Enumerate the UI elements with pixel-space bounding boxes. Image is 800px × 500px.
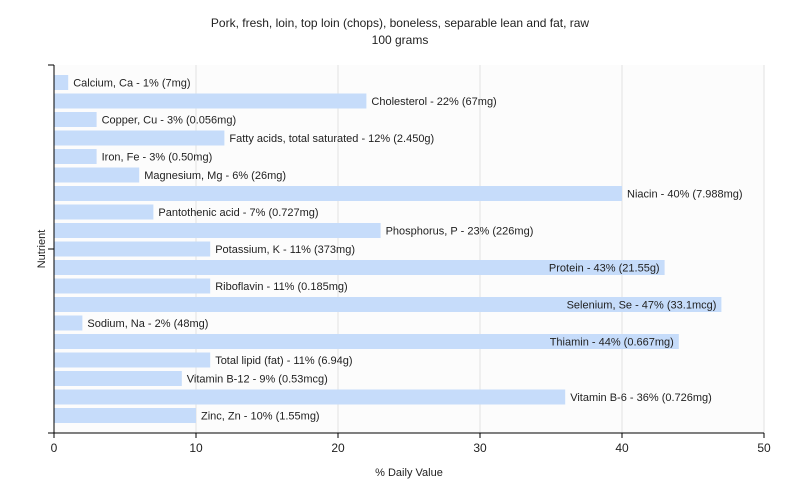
bar xyxy=(54,297,722,312)
bar xyxy=(54,167,140,183)
x-tick-label: 0 xyxy=(51,441,58,455)
bar-value-label: Total lipid (fat) - 11% (6.94g) xyxy=(215,355,352,367)
bar xyxy=(54,389,566,405)
x-tick-label: 50 xyxy=(757,441,771,455)
x-axis-title: % Daily Value xyxy=(375,467,443,479)
bars xyxy=(54,75,722,423)
chart-subtitle: 100 grams xyxy=(372,33,429,47)
bar-value-label: Thiamin - 44% (0.667mg) xyxy=(550,337,674,349)
x-tick-label: 40 xyxy=(615,441,629,455)
bar xyxy=(54,75,69,90)
bar xyxy=(54,204,154,220)
bar xyxy=(54,371,182,386)
grid-lines xyxy=(195,65,765,433)
bar xyxy=(54,352,211,368)
bar-value-label: Riboflavin - 11% (0.185mg) xyxy=(215,281,347,293)
bar-value-label: Fatty acids, total saturated - 12% (2.45… xyxy=(229,133,434,145)
bar xyxy=(54,241,211,257)
bar xyxy=(54,93,367,109)
bar xyxy=(54,149,97,164)
x-tick-label: 20 xyxy=(331,441,345,455)
bar-value-label: Cholesterol - 22% (67mg) xyxy=(371,96,496,108)
bar-value-label: Protein - 43% (21.55g) xyxy=(549,263,660,275)
bar xyxy=(54,112,97,127)
bar-value-label: Copper, Cu - 3% (0.056mg) xyxy=(102,115,237,127)
bar-labels: Calcium, Ca - 1% (7mg) Cholesterol - 22% … xyxy=(73,78,742,423)
bar-value-label: Calcium, Ca - 1% (7mg) xyxy=(73,78,190,90)
x-ticks: 0 10 20 30 40 50 xyxy=(51,433,771,455)
bar-value-label: Selenium, Se - 47% (33.1mcg) xyxy=(567,300,717,312)
bar xyxy=(54,260,665,275)
x-tick-label: 10 xyxy=(189,441,203,455)
bar-value-label: Sodium, Na - 2% (48mg) xyxy=(87,318,208,330)
bar xyxy=(54,223,381,238)
bar-value-label: Vitamin B-6 - 36% (0.726mg) xyxy=(570,392,712,404)
bar-value-label: Phosphorus, P - 23% (226mg) xyxy=(386,226,534,238)
bar-value-label: Magnesium, Mg - 6% (26mg) xyxy=(144,170,286,182)
bar-value-label: Zinc, Zn - 10% (1.55mg) xyxy=(201,411,320,423)
chart-title: Pork, fresh, loin, top loin (chops), bon… xyxy=(211,16,590,30)
y-axis-title: Nutrient xyxy=(36,230,48,269)
bar xyxy=(54,278,211,294)
x-tick-label: 30 xyxy=(473,441,487,455)
bar xyxy=(54,408,196,423)
axes xyxy=(48,64,764,434)
bar-value-label: Vitamin B-12 - 9% (0.53mcg) xyxy=(187,374,328,386)
bar-value-label: Potassium, K - 11% (373mg) xyxy=(215,244,355,256)
bar xyxy=(54,334,679,349)
bar xyxy=(54,130,225,146)
bar-value-label: Pantothenic acid - 7% (0.727mg) xyxy=(158,207,318,219)
bar xyxy=(54,186,622,201)
bar-value-label: Iron, Fe - 3% (0.50mg) xyxy=(102,152,213,164)
bar-value-label: Niacin - 40% (7.988mg) xyxy=(627,189,743,201)
bar xyxy=(54,315,83,331)
